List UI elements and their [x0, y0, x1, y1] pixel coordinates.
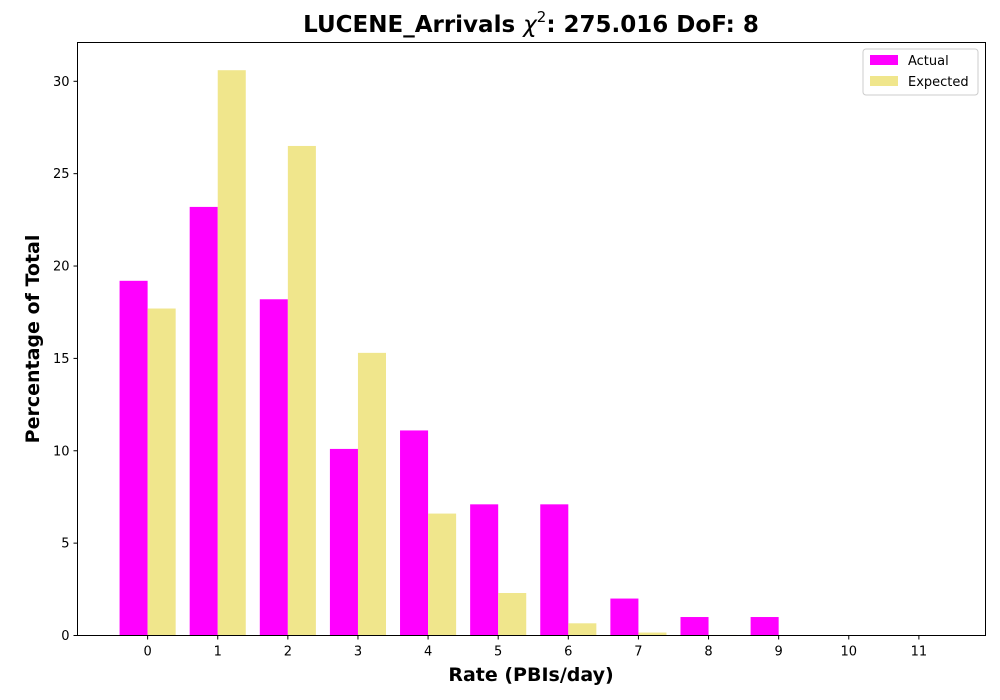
y-tick-label: 15 [53, 352, 70, 367]
legend-label-actual: Actual [908, 54, 949, 69]
chi-symbol: χ [521, 12, 538, 38]
x-tick-label: 0 [143, 645, 151, 660]
plot-frame [77, 42, 986, 636]
bar-actual-2 [259, 299, 288, 636]
x-tick-label: 5 [494, 645, 502, 660]
bar-actual-3 [329, 448, 358, 636]
bar-actual-9 [750, 617, 779, 636]
bar-expected-1 [217, 70, 246, 636]
bar-actual-6 [540, 504, 569, 636]
y-axis-label: Percentage of Total [22, 235, 44, 444]
x-tick-label: 1 [214, 645, 222, 660]
bar-expected-7 [638, 632, 667, 636]
bar-expected-2 [287, 145, 316, 636]
x-tick-label: 6 [564, 645, 572, 660]
x-tick-label: 3 [354, 645, 362, 660]
legend-swatch-actual [870, 55, 898, 65]
bar-expected-3 [357, 352, 387, 636]
y-tick-label: 5 [61, 537, 69, 552]
bar-actual-5 [470, 504, 499, 636]
bar-actual-7 [610, 598, 639, 636]
bar-expected-4 [428, 513, 457, 636]
x-tick-label: 2 [284, 645, 292, 660]
bar-expected-5 [498, 593, 527, 636]
x-tick-label: 10 [841, 645, 858, 660]
bar-actual-0 [119, 280, 148, 636]
bars-layer [119, 70, 807, 636]
y-tick-label: 25 [53, 167, 70, 182]
y-tick-label: 0 [61, 629, 69, 644]
legend-label-expected: Expected [908, 75, 969, 90]
bar-actual-4 [400, 430, 429, 636]
ticks-layer: 0 1 2 3 4 5 6 7 8 9 10 11 0 5 10 15 20 25 30 [53, 75, 927, 660]
legend: Actual Expected [862, 48, 979, 96]
legend-swatch-expected [870, 76, 898, 86]
x-tick-label: 4 [424, 645, 432, 660]
x-tick-label: 9 [775, 645, 783, 660]
bar-expected-0 [147, 308, 176, 636]
chart-title: LUCENE_Arrivals χ2: 275.016 DoF: 8 [303, 8, 759, 38]
bar-actual-8 [680, 617, 709, 636]
bar-expected-6 [568, 623, 597, 636]
x-tick-label: 7 [634, 645, 642, 660]
y-tick-label: 10 [53, 444, 70, 459]
y-tick-label: 30 [53, 75, 70, 90]
x-tick-label: 8 [704, 645, 712, 660]
bar-actual-1 [189, 206, 218, 636]
chi-exponent: 2 [537, 8, 547, 26]
x-axis-label: Rate (PBIs/day) [448, 664, 613, 686]
y-tick-label: 20 [53, 260, 70, 275]
x-tick-label: 11 [911, 645, 928, 660]
